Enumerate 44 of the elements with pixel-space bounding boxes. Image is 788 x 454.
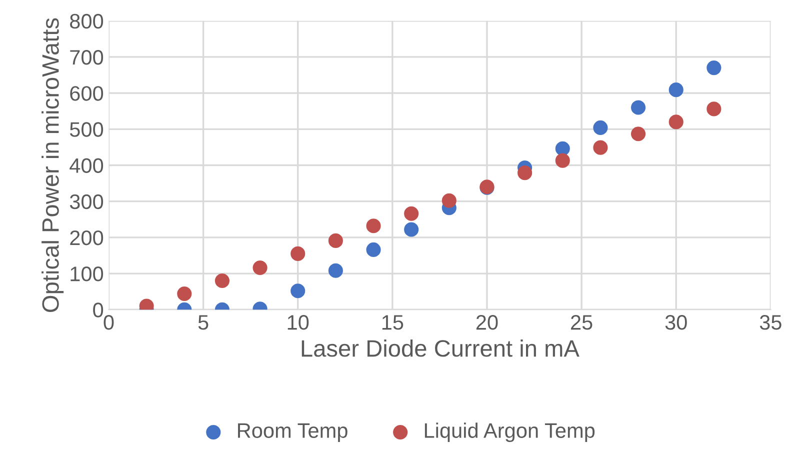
point	[366, 218, 381, 234]
y-tick-label: 700	[70, 50, 104, 65]
x-tick-label: 10	[288, 315, 309, 330]
y-tick-label: 400	[70, 158, 104, 174]
point	[668, 82, 684, 98]
x-axis-title: Laser Diode Current in mA	[302, 339, 580, 357]
y-axis-title: Optical Power in microWatts	[42, 18, 64, 312]
y-tick-label: 600	[70, 86, 104, 101]
y-tick-label: 0	[93, 302, 104, 318]
point	[328, 263, 343, 278]
x-tick-label: 0	[104, 315, 114, 330]
x-tick-label: 30	[665, 315, 687, 330]
y-tick-label: 300	[70, 194, 104, 210]
legend-label: Liquid Argon Temp	[424, 422, 595, 442]
x-tick-label: 35	[760, 315, 782, 330]
point	[668, 114, 684, 130]
point	[593, 120, 608, 135]
point	[706, 102, 722, 116]
point	[366, 242, 381, 257]
x-tick-label: 25	[571, 315, 592, 330]
point	[252, 260, 268, 276]
y-tick-label: 800	[70, 14, 104, 29]
x-tick-label: 15	[382, 315, 404, 330]
point	[404, 206, 419, 221]
point	[290, 284, 306, 298]
y-tick-label: 200	[70, 230, 104, 246]
point	[555, 153, 570, 168]
point	[404, 222, 419, 237]
y-tick-label: 500	[70, 122, 104, 137]
point	[328, 233, 343, 248]
point	[177, 286, 192, 302]
point	[290, 246, 306, 261]
y-tick-label: 100	[70, 266, 104, 282]
point	[442, 193, 456, 208]
point	[631, 100, 646, 115]
point	[593, 140, 608, 155]
x-tick-label: 20	[476, 315, 498, 330]
legend-label: Room Temp	[238, 423, 348, 442]
point	[631, 126, 646, 142]
point	[555, 141, 570, 156]
point	[214, 273, 230, 288]
point	[706, 60, 722, 76]
point	[518, 166, 532, 180]
x-tick-label: 5	[198, 315, 208, 330]
